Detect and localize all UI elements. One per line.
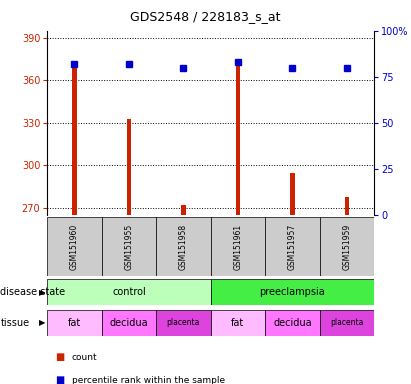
Bar <box>319 217 374 276</box>
Text: GDS2548 / 228183_s_at: GDS2548 / 228183_s_at <box>130 10 281 23</box>
Text: tissue: tissue <box>0 318 30 328</box>
Bar <box>319 310 374 336</box>
Text: ▶: ▶ <box>39 288 45 297</box>
Bar <box>156 310 211 336</box>
Bar <box>47 310 102 336</box>
Text: GSM151957: GSM151957 <box>288 223 297 270</box>
Bar <box>47 217 102 276</box>
Text: fat: fat <box>231 318 245 328</box>
Text: decidua: decidua <box>110 318 148 328</box>
Bar <box>290 172 295 215</box>
Text: GSM151955: GSM151955 <box>125 223 134 270</box>
Bar <box>211 217 265 276</box>
Text: GSM151961: GSM151961 <box>233 223 242 270</box>
Bar <box>127 119 131 215</box>
Bar <box>265 310 319 336</box>
Text: ■: ■ <box>55 352 65 362</box>
Text: ■: ■ <box>55 375 65 384</box>
Text: GSM151958: GSM151958 <box>179 223 188 270</box>
Text: disease state: disease state <box>0 287 65 297</box>
Bar <box>344 197 349 215</box>
Text: placenta: placenta <box>167 318 200 328</box>
Text: GSM151959: GSM151959 <box>342 223 351 270</box>
Bar <box>265 217 319 276</box>
Bar <box>72 66 77 215</box>
Text: GSM151960: GSM151960 <box>70 223 79 270</box>
Text: placenta: placenta <box>330 318 363 328</box>
Text: fat: fat <box>68 318 81 328</box>
Bar <box>47 279 211 305</box>
Bar <box>156 217 211 276</box>
Bar <box>102 310 156 336</box>
Bar <box>236 59 240 215</box>
Text: count: count <box>72 353 97 362</box>
Text: ▶: ▶ <box>39 318 45 328</box>
Bar <box>211 279 374 305</box>
Bar <box>211 310 265 336</box>
Text: preeclampsia: preeclampsia <box>259 287 325 297</box>
Bar <box>102 217 156 276</box>
Text: control: control <box>112 287 146 297</box>
Bar <box>181 205 186 215</box>
Text: percentile rank within the sample: percentile rank within the sample <box>72 376 225 384</box>
Text: decidua: decidua <box>273 318 312 328</box>
